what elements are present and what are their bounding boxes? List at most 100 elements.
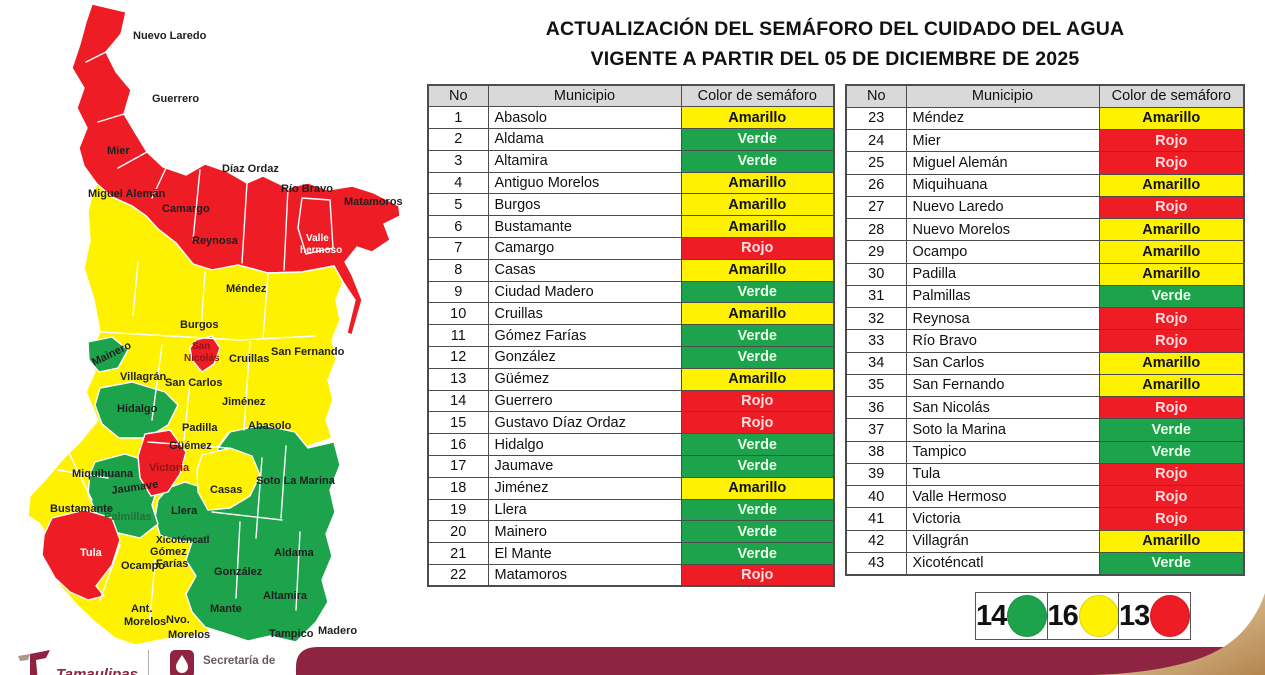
row-number-cell: 17 (427, 455, 489, 478)
table-row: 39 Tula Rojo (845, 462, 1245, 487)
map-label: Reynosa (192, 235, 239, 247)
tamaulipas-logo: Tamaulipas (16, 648, 146, 675)
map-label: Villagrán (120, 371, 167, 383)
table-row: 4 Antiguo Morelos Amarillo (427, 171, 835, 195)
semaforo-color-cell: Verde (1098, 284, 1245, 309)
table-row: 29 Ocampo Amarillo (845, 240, 1245, 264)
municipio-cell: Padilla (905, 262, 1100, 286)
tamaulipas-logo-text: Tamaulipas (56, 666, 138, 675)
table-row: 8 Casas Amarillo (427, 258, 835, 282)
semaforo-color-cell: Rojo (1098, 306, 1245, 331)
map-label: Casas (210, 484, 242, 496)
table-row: 31 Palmillas Verde (845, 284, 1245, 309)
semaforo-color-cell: Verde (680, 542, 835, 566)
table-row: 24 Mier Rojo (845, 128, 1245, 153)
tamaulipas-map: Nuevo Laredo Guerrero Mier Díaz Ordaz Miguel… (27, 3, 403, 646)
semaforo-color-cell: Amarillo (680, 302, 835, 326)
footer-band (296, 647, 1265, 675)
row-number-cell: 16 (427, 433, 489, 457)
map-label: Burgos (180, 319, 219, 331)
row-number-cell: 19 (427, 498, 489, 522)
tamaulipas-logo-mark (18, 650, 50, 675)
table-row: 38 Tampico Verde (845, 440, 1245, 464)
region-casas-yellow (196, 447, 261, 511)
green-circle-icon (1007, 595, 1047, 637)
municipio-cell: Burgos (487, 193, 682, 217)
row-number-cell: 7 (427, 237, 489, 260)
column-header: Municipio (487, 84, 682, 108)
row-number-cell: 33 (845, 329, 907, 353)
row-number-cell: 5 (427, 193, 489, 217)
table-row: 21 El Mante Verde (427, 542, 835, 566)
row-number-cell: 14 (427, 389, 489, 413)
map-label: Matamoros (344, 196, 403, 208)
row-number-cell: 18 (427, 476, 489, 500)
map-label: Guerrero (152, 93, 199, 105)
semaforo-color-cell: Amarillo (1098, 173, 1245, 197)
table-row: 27 Nuevo Laredo Rojo (845, 195, 1245, 220)
semaforo-color-cell: Amarillo (680, 367, 835, 391)
semaforo-color-cell: Amarillo (680, 215, 835, 239)
row-number-cell: 35 (845, 373, 907, 398)
region-mainero-green (87, 336, 129, 373)
municipio-cell: Xicoténcatl (905, 551, 1100, 576)
semaforo-color-cell: Amarillo (680, 258, 835, 282)
semaforo-color-cell: Rojo (680, 389, 835, 413)
row-number-cell: 28 (845, 217, 907, 242)
row-number-cell: 12 (427, 346, 489, 369)
table-row: 12 González Verde (427, 346, 835, 369)
semaforo-color-cell: Rojo (1098, 462, 1245, 487)
summary-count: 16 (1047, 599, 1079, 632)
municipio-cell: Guerrero (487, 389, 682, 413)
row-number-cell: 20 (427, 520, 489, 544)
map-label: Río Bravo (281, 183, 333, 195)
semaforo-color-cell: Amarillo (680, 193, 835, 217)
municipio-cell: Camargo (487, 237, 682, 260)
semaforo-table-right: No Municipio Color de semáforo 23 Méndez Amar… (845, 84, 1245, 576)
table-row: 2 Aldama Verde (427, 128, 835, 151)
semaforo-color-cell: Verde (680, 346, 835, 369)
semaforo-color-cell: Verde (1098, 440, 1245, 464)
table-row: 25 Miguel Alemán Rojo (845, 151, 1245, 175)
semaforo-color-cell: Amarillo (1098, 351, 1245, 375)
red-circle-icon (1150, 595, 1190, 637)
table-row: 14 Guerrero Rojo (427, 389, 835, 413)
semaforo-color-cell: Amarillo (1098, 373, 1245, 398)
table-row: 9 Ciudad Madero Verde (427, 280, 835, 304)
page-title: ACTUALIZACIÓN DEL SEMÁFORO DEL CUIDADO D… (420, 14, 1250, 74)
map-label: González (214, 566, 263, 578)
table-row: 20 Mainero Verde (427, 520, 835, 544)
map-label: Miguel Alemán (88, 188, 165, 200)
summary-cell: 16 (1046, 592, 1120, 640)
map-label: Palmillas (104, 511, 152, 523)
table-row: 41 Victoria Rojo (845, 507, 1245, 531)
semaforo-color-cell: Verde (680, 280, 835, 304)
semaforo-color-cell: Verde (680, 324, 835, 348)
table-row: 37 Soto la Marina Verde (845, 418, 1245, 442)
table-row: 7 Camargo Rojo (427, 237, 835, 260)
semaforo-color-cell: Amarillo (1098, 106, 1245, 131)
table-row: 15 Gustavo Díaz Ordaz Rojo (427, 411, 835, 435)
municipio-cell: Río Bravo (905, 329, 1100, 353)
row-number-cell: 3 (427, 149, 489, 173)
semaforo-color-cell: Rojo (1098, 195, 1245, 220)
map-label: Madero (318, 625, 357, 637)
row-number-cell: 30 (845, 262, 907, 286)
table-row: 11 Gómez Farías Verde (427, 324, 835, 348)
semaforo-color-cell: Verde (1098, 551, 1245, 576)
table-row: 16 Hidalgo Verde (427, 433, 835, 457)
map-label: Victoria (149, 462, 190, 474)
column-header: Municipio (905, 84, 1100, 108)
map-label: Hidalgo (117, 403, 158, 415)
municipio-cell: Mier (905, 128, 1100, 153)
municipio-cell: Gómez Farías (487, 324, 682, 348)
summary-cell: 14 (975, 592, 1048, 640)
map-label: Padilla (182, 422, 218, 434)
map-label: San (192, 341, 210, 352)
map-label: Mante (210, 603, 242, 615)
region-north-border-red (71, 3, 401, 336)
table-row: 42 Villagrán Amarillo (845, 529, 1245, 553)
map-label: Cruillas (229, 353, 269, 365)
row-number-cell: 4 (427, 171, 489, 195)
